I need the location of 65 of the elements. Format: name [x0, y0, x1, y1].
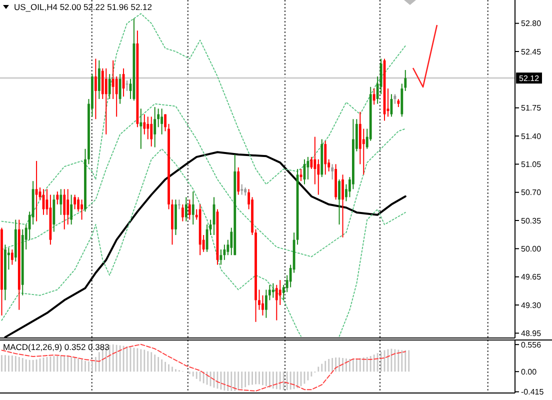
- y-tick-label: 49.30: [521, 300, 542, 310]
- candlestick: [160, 108, 164, 135]
- candlestick: [104, 68, 108, 135]
- candlestick: [74, 194, 76, 210]
- candlestick: [146, 116, 150, 140]
- candlestick: [362, 128, 365, 176]
- candlestick: [262, 294, 264, 316]
- chart-title: US_OIL,H4 52.00 52.22 51.96 52.12: [14, 2, 152, 12]
- candlestick: [140, 108, 142, 150]
- candlestick: [278, 280, 282, 306]
- candlestick: [310, 156, 313, 170]
- candlestick: [342, 174, 344, 238]
- line-series: [1, 13, 406, 226]
- candlestick: [66, 188, 70, 226]
- line-series: [338, 208, 406, 337]
- candlestick: [150, 116, 153, 147]
- y-tick-label: 0.00: [521, 367, 538, 376]
- y-tick-label: 50.00: [521, 244, 542, 254]
- candlestick: [394, 94, 396, 104]
- y-tick-label: 51.05: [521, 160, 542, 169]
- y-tick-label: 50.35: [521, 216, 542, 226]
- y-tick-label: 50.70: [521, 188, 542, 198]
- candlestick: [115, 76, 118, 118]
- candlestick: [154, 106, 156, 148]
- candlestick: [143, 114, 146, 135]
- candlestick: [265, 289, 268, 318]
- candlestick: [80, 199, 83, 220]
- y-tick-label: 51.40: [521, 132, 542, 141]
- candlestick: [331, 164, 334, 180]
- y-tick-label: -0.415: [521, 388, 544, 397]
- candlestick: [126, 80, 128, 92]
- candlestick: [94, 58, 97, 120]
- candlestick: [314, 136, 316, 185]
- y-tick-label: 49.65: [521, 272, 542, 282]
- candlestick: [77, 196, 80, 212]
- y-tick-label: 48.95: [521, 328, 542, 338]
- line-series: [1, 148, 302, 337]
- candlestick: [188, 199, 191, 220]
- candlestick: [184, 196, 188, 222]
- candlestick: [56, 191, 59, 205]
- candlestick: [63, 188, 66, 230]
- y-tick-label: 51.75: [521, 104, 542, 113]
- candlestick: [338, 178, 340, 226]
- line-series: [1, 344, 406, 392]
- candlestick: [98, 60, 100, 100]
- candlestick: [240, 184, 244, 196]
- y-tick-label: 0.556: [521, 340, 542, 350]
- candlestick: [70, 194, 73, 226]
- candlestick: [272, 282, 274, 298]
- y-tick-label: 52.80: [521, 19, 542, 28]
- candlestick: [10, 248, 14, 266]
- y-tick-label: 52.45: [521, 47, 542, 56]
- chart-title: MACD(12,26,9) 0.352 0.383: [3, 342, 110, 352]
- candlestick: [181, 204, 184, 222]
- ref-line-label: 52.12: [519, 74, 540, 83]
- candlestick: [372, 88, 376, 106]
- candlestick: [192, 191, 194, 226]
- candlestick: [118, 74, 122, 104]
- candlestick: [324, 140, 327, 176]
- line-series: [1, 103, 406, 258]
- candlestick: [112, 60, 114, 100]
- candlestick: [275, 284, 278, 321]
- candlestick: [60, 188, 62, 216]
- candlestick: [237, 166, 240, 196]
- candlestick: [108, 74, 111, 100]
